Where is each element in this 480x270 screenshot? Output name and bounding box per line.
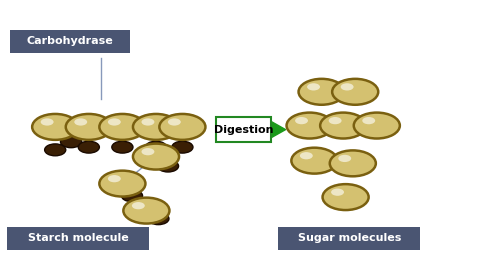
- Circle shape: [300, 152, 313, 159]
- Circle shape: [323, 184, 369, 210]
- Circle shape: [329, 117, 342, 124]
- Circle shape: [142, 148, 155, 155]
- Text: Digestion: Digestion: [214, 124, 274, 135]
- Circle shape: [123, 198, 169, 224]
- FancyBboxPatch shape: [7, 227, 149, 250]
- Circle shape: [172, 141, 193, 153]
- Circle shape: [291, 148, 337, 174]
- Text: Sugar molecules: Sugar molecules: [298, 233, 401, 243]
- Circle shape: [121, 190, 143, 202]
- Circle shape: [41, 118, 54, 126]
- Circle shape: [133, 114, 179, 140]
- Circle shape: [332, 79, 378, 105]
- Circle shape: [99, 171, 145, 197]
- Circle shape: [299, 79, 345, 105]
- Circle shape: [148, 213, 169, 225]
- Circle shape: [338, 155, 351, 162]
- Circle shape: [32, 114, 78, 140]
- Circle shape: [108, 175, 121, 182]
- Circle shape: [320, 113, 366, 139]
- Text: Starch molecule: Starch molecule: [28, 233, 128, 243]
- Circle shape: [112, 141, 133, 153]
- Circle shape: [133, 144, 179, 170]
- Circle shape: [168, 118, 181, 126]
- Text: Carbohydrase: Carbohydrase: [26, 36, 113, 46]
- Circle shape: [78, 141, 99, 153]
- FancyBboxPatch shape: [278, 227, 420, 250]
- FancyBboxPatch shape: [216, 117, 271, 142]
- Circle shape: [157, 160, 179, 172]
- Circle shape: [341, 83, 354, 90]
- Circle shape: [66, 114, 112, 140]
- Circle shape: [108, 118, 121, 126]
- FancyArrow shape: [218, 117, 286, 142]
- Circle shape: [287, 113, 333, 139]
- Circle shape: [159, 114, 205, 140]
- Circle shape: [362, 117, 375, 124]
- Circle shape: [307, 83, 320, 90]
- Circle shape: [132, 202, 145, 209]
- Circle shape: [74, 118, 87, 126]
- Circle shape: [145, 141, 167, 153]
- Circle shape: [295, 117, 308, 124]
- Circle shape: [142, 118, 155, 126]
- Circle shape: [330, 150, 376, 176]
- FancyBboxPatch shape: [10, 30, 130, 53]
- Circle shape: [60, 136, 82, 148]
- Circle shape: [45, 144, 66, 156]
- Circle shape: [99, 114, 145, 140]
- Circle shape: [354, 113, 400, 139]
- Circle shape: [331, 188, 344, 196]
